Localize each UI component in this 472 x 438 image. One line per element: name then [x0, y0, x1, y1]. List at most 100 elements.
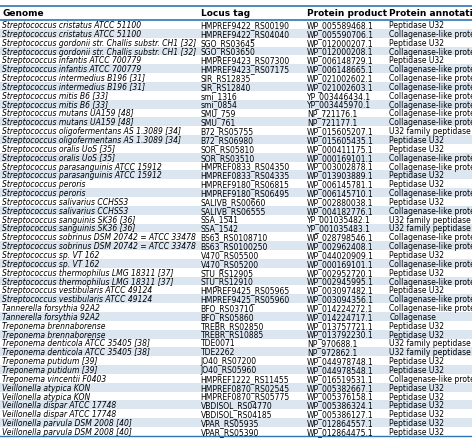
Text: WP_005590706.1: WP_005590706.1	[307, 30, 374, 39]
Text: Tannerella forsythia 92A2: Tannerella forsythia 92A2	[2, 304, 100, 312]
Text: WP_003002878.1: WP_003002878.1	[307, 162, 373, 171]
Text: WP_004182776.1: WP_004182776.1	[307, 206, 373, 215]
Text: Veillonella parvula DSM 2008 [40]: Veillonella parvula DSM 2008 [40]	[2, 427, 132, 436]
Bar	[0, 277, 472, 286]
Text: NP_970688.1: NP_970688.1	[307, 339, 357, 348]
Text: Streptococcus thermophilus LMG 18311 [37]: Streptococcus thermophilus LMG 18311 [37…	[2, 268, 174, 277]
Text: Collagenase-like protease, PrtC family: Collagenase-like protease, PrtC family	[389, 83, 472, 92]
Bar	[0, 330, 472, 339]
Text: Treponema brennaborense: Treponema brennaborense	[2, 330, 106, 339]
Text: WP_002962408.1: WP_002962408.1	[307, 242, 373, 251]
Text: smi_1316: smi_1316	[201, 92, 237, 101]
Text: WP_015605207.1: WP_015605207.1	[307, 127, 373, 136]
Text: Collagenase-like protease, PrtC family: Collagenase-like protease, PrtC family	[389, 374, 472, 383]
Text: Streptococcus mitis B6 [33]: Streptococcus mitis B6 [33]	[2, 92, 109, 101]
Bar	[0, 418, 472, 427]
Text: Peptidase U32: Peptidase U32	[389, 392, 445, 401]
Text: WP_015605435.1: WP_015605435.1	[307, 136, 374, 145]
Text: U32 family peptidase: U32 family peptidase	[389, 127, 471, 136]
Bar	[0, 100, 472, 109]
Text: YP_003446434.1: YP_003446434.1	[307, 92, 371, 101]
Text: Streptococcus sanguinis SK36 [36]: Streptococcus sanguinis SK36 [36]	[2, 215, 136, 224]
Text: Treponema brennaborense: Treponema brennaborense	[2, 321, 106, 330]
Text: Streptococcus sp. VT 162: Streptococcus sp. VT 162	[2, 259, 100, 268]
Text: TREBR_RS02850: TREBR_RS02850	[201, 321, 264, 330]
Text: V470_RS05200: V470_RS05200	[201, 259, 259, 268]
Text: BS63_RS0108710: BS63_RS0108710	[201, 233, 268, 242]
Bar	[0, 365, 472, 374]
Text: WP_021002602.1: WP_021002602.1	[307, 74, 373, 83]
Text: Streptococcus oligofermentans AS 1.3089 [34]: Streptococcus oligofermentans AS 1.3089 …	[2, 127, 181, 136]
Text: Collagenase-like protease, PrtC family: Collagenase-like protease, PrtC family	[389, 259, 472, 268]
Text: Collagenase-like protease, PrtC family: Collagenase-like protease, PrtC family	[389, 100, 472, 110]
Text: Veillonella atypica KON: Veillonella atypica KON	[2, 392, 91, 401]
Text: Collagenase-like protease, PrtC family: Collagenase-like protease, PrtC family	[389, 65, 472, 74]
Text: HMPREF9423_RS07175: HMPREF9423_RS07175	[201, 65, 290, 74]
Text: Collagenase-like protease, PrtC family: Collagenase-like protease, PrtC family	[389, 47, 472, 57]
Text: NP_972862.1: NP_972862.1	[307, 347, 357, 357]
Text: Treponema putidum [39]: Treponema putidum [39]	[2, 365, 98, 374]
Text: Collagenase-like protease, PrtC family: Collagenase-like protease, PrtC family	[389, 242, 472, 251]
Text: WP_006148729.1: WP_006148729.1	[307, 56, 373, 65]
Text: SSA_1542: SSA_1542	[201, 224, 239, 233]
Text: Genome: Genome	[2, 9, 44, 18]
Bar	[0, 242, 472, 251]
Bar	[0, 47, 472, 57]
Text: HMPREF9425_RS05960: HMPREF9425_RS05960	[201, 294, 290, 304]
Text: SIR_RS12835: SIR_RS12835	[201, 74, 251, 83]
Text: YP_003445970.1: YP_003445970.1	[307, 100, 371, 110]
Bar	[0, 295, 472, 304]
Bar	[0, 30, 472, 39]
Text: WP_006145781.1: WP_006145781.1	[307, 180, 373, 189]
Text: YP_001035482.1: YP_001035482.1	[307, 215, 371, 224]
Text: Streptococcus intermedius B196 [31]: Streptococcus intermedius B196 [31]	[2, 74, 145, 83]
Text: TREBR_RS10885: TREBR_RS10885	[201, 330, 264, 339]
Text: WP_012864475.1: WP_012864475.1	[307, 427, 373, 436]
Text: Veillonella dispar ATCC 17748: Veillonella dispar ATCC 17748	[2, 400, 117, 410]
Text: SALIVB_RS06555: SALIVB_RS06555	[201, 206, 266, 215]
Bar	[0, 259, 472, 268]
Text: SSA_1541: SSA_1541	[201, 215, 239, 224]
Text: Peptidase U32: Peptidase U32	[389, 136, 445, 145]
Text: Collagenase-like protease, PrtC family: Collagenase-like protease, PrtC family	[389, 118, 472, 127]
Text: WP_044978748.1: WP_044978748.1	[307, 356, 373, 365]
Text: Streptococcus peroris: Streptococcus peroris	[2, 180, 86, 189]
Bar	[0, 136, 472, 145]
Text: BFO_RS03710: BFO_RS03710	[201, 304, 254, 312]
Text: Veillonella parvula DSM 2008 [40]: Veillonella parvula DSM 2008 [40]	[2, 418, 132, 427]
Text: Streptococcus cristatus ATCC 51100: Streptococcus cristatus ATCC 51100	[2, 21, 142, 30]
Text: Streptococcus intermedius B196 [31]: Streptococcus intermedius B196 [31]	[2, 83, 145, 92]
Text: Streptococcus peroris: Streptococcus peroris	[2, 189, 86, 198]
Text: Treponema vincentii F0403: Treponema vincentii F0403	[2, 374, 107, 383]
Text: B72_RS06980: B72_RS06980	[201, 136, 253, 145]
Text: Peptidase U32: Peptidase U32	[389, 400, 445, 410]
Text: Collagenase-like protease, PrtC family: Collagenase-like protease, PrtC family	[389, 277, 472, 286]
Text: VPAR_RS05935: VPAR_RS05935	[201, 418, 259, 427]
Text: HMPREF9425_RS05965: HMPREF9425_RS05965	[201, 286, 290, 295]
Text: Peptidase U32: Peptidase U32	[389, 418, 445, 427]
Text: Streptococcus salivarius CCHSS3: Streptococcus salivarius CCHSS3	[2, 198, 128, 206]
Text: WP_002880038.1: WP_002880038.1	[307, 198, 373, 206]
Text: Collagenase-like protease, PrtC family: Collagenase-like protease, PrtC family	[389, 304, 472, 312]
Text: NP_721176.1: NP_721176.1	[307, 109, 357, 118]
Text: SGO_RS03650: SGO_RS03650	[201, 47, 255, 57]
Text: Streptococcus vestibularis ATCC 49124: Streptococcus vestibularis ATCC 49124	[2, 286, 152, 295]
Text: WP_005382667.1: WP_005382667.1	[307, 383, 373, 392]
Text: BFO_RS05860: BFO_RS05860	[201, 312, 254, 321]
Text: Streptococcus sanguinis SK36 [36]: Streptococcus sanguinis SK36 [36]	[2, 224, 136, 233]
Text: Streptococcus sobrinus DSM 20742 = ATCC 33478: Streptococcus sobrinus DSM 20742 = ATCC …	[2, 242, 196, 251]
Text: Peptidase U32: Peptidase U32	[389, 427, 445, 436]
Text: Streptococcus parasanguinis ATCC 15912: Streptococcus parasanguinis ATCC 15912	[2, 171, 162, 180]
Text: Streptococcus cristatus ATCC 51100: Streptococcus cristatus ATCC 51100	[2, 30, 142, 39]
Text: SGO_RS03645: SGO_RS03645	[201, 39, 255, 48]
Bar	[0, 312, 472, 321]
Text: Peptidase U32: Peptidase U32	[389, 356, 445, 365]
Text: STU_RS12910: STU_RS12910	[201, 277, 253, 286]
Text: B72_RS05755: B72_RS05755	[201, 127, 254, 136]
Text: Tannerella forsythia 92A2: Tannerella forsythia 92A2	[2, 312, 100, 321]
Text: WP_006145710.1: WP_006145710.1	[307, 189, 373, 198]
Text: Streptococcus sp. VT 162: Streptococcus sp. VT 162	[2, 251, 100, 259]
Text: WP_013757721.1: WP_013757721.1	[307, 321, 373, 330]
Text: Collagenase-like protease, PrtC family: Collagenase-like protease, PrtC family	[389, 153, 472, 162]
Text: YP_001035483.1: YP_001035483.1	[307, 224, 371, 233]
